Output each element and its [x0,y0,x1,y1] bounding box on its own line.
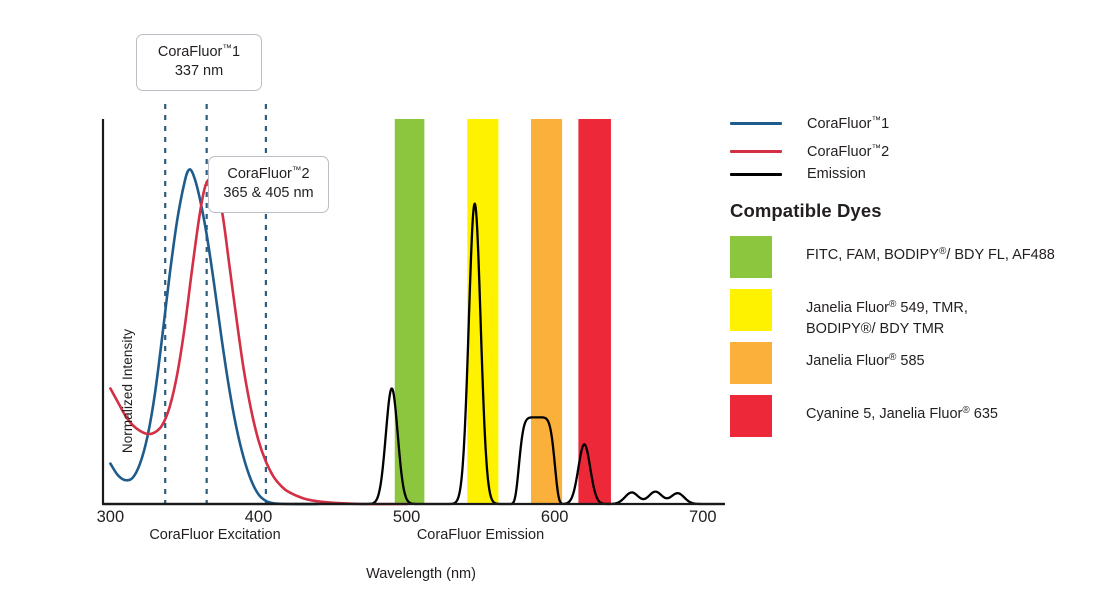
legend-label: CoraFluor™2 [807,142,890,160]
legend-label: Emission [807,166,866,182]
dye-label-line2: BODIPY®/ BDY TMR [806,320,945,337]
dye-red: Cyanine 5, Janelia Fluor® 635 [730,395,998,437]
registered-symbol: ® [938,246,947,257]
dye-color-swatch [730,236,772,278]
x-tick-400: 400 [244,508,273,526]
x-tick-300: 300 [96,508,125,526]
excitation-region-label: CoraFluor Excitation [149,527,281,543]
y-axis-label: Normalized Intensity [120,328,135,454]
x-axis-title: Wavelength (nm) [366,566,476,582]
legend-corafluor1: CoraFluor™1 [730,113,889,133]
x-tick-700: 700 [689,508,717,526]
green-band [394,119,425,504]
legend-corafluor2: CoraFluor™2 [730,141,889,161]
legend-color-swatch [730,172,782,176]
corafluor2-callout-line1: CoraFluor™2 [227,165,310,182]
registered-symbol: ® [962,405,970,416]
dye-color-swatch [730,395,772,437]
dye-label: FITC, FAM, BODIPY®/ BDY FL, AF488 [806,246,1055,263]
dye-yellow: Janelia Fluor® 549, TMR, BODIPY®/ BDY TMR [730,289,968,339]
dye-green: FITC, FAM, BODIPY®/ BDY FL, AF488 [730,236,1055,278]
corafluor2-callout: CoraFluor™2 365 & 405 nm [208,156,329,214]
corafluor2-callout-line2: 365 & 405 nm [223,185,314,202]
x-tick-500: 500 [392,508,421,526]
spectra-chart: Normalized Intensity 300 400 500 600 700 Cor… [96,34,726,582]
dye-label: Cyanine 5, Janelia Fluor® 635 [806,405,998,422]
legend-color-swatch [730,149,782,153]
trademark-symbol: ™ [291,165,302,176]
dye-color-swatch [730,289,772,331]
red-band [578,119,611,504]
corafluor1-callout-line2: 337 nm [174,63,224,80]
legend-color-swatch [730,121,782,125]
orange-band [530,119,563,504]
curve-CoraFluor2 [109,177,408,506]
trademark-symbol: ™ [871,142,882,154]
registered-symbol: ® [889,299,897,310]
plot-canvas [101,104,726,506]
legend-panel: CoraFluor™1 CoraFluor™2 Emission Compati… [730,0,1110,612]
registered-symbol: ® [889,352,897,363]
emission-region-label: CoraFluor Emission [416,527,545,543]
legend-emission: Emission [730,164,866,184]
trademark-symbol: ™ [871,114,882,126]
corafluor1-callout: CoraFluor™1 337 nm [136,34,262,92]
yellow-band [467,119,499,504]
trademark-symbol: ™ [222,43,233,54]
x-tick-600: 600 [540,508,569,526]
dye-label: Janelia Fluor® 585 [806,352,925,369]
compatible-dyes-title: Compatible Dyes [730,200,882,221]
curve-CoraFluor1 [109,168,320,506]
dye-orange: Janelia Fluor® 585 [730,342,925,384]
corafluor1-callout-line1: CoraFluor™1 [157,43,241,60]
dye-color-swatch [730,342,772,384]
legend-label: CoraFluor™1 [807,114,890,132]
dye-label: Janelia Fluor® 549, TMR, BODIPY®/ BDY TMR [806,289,968,339]
